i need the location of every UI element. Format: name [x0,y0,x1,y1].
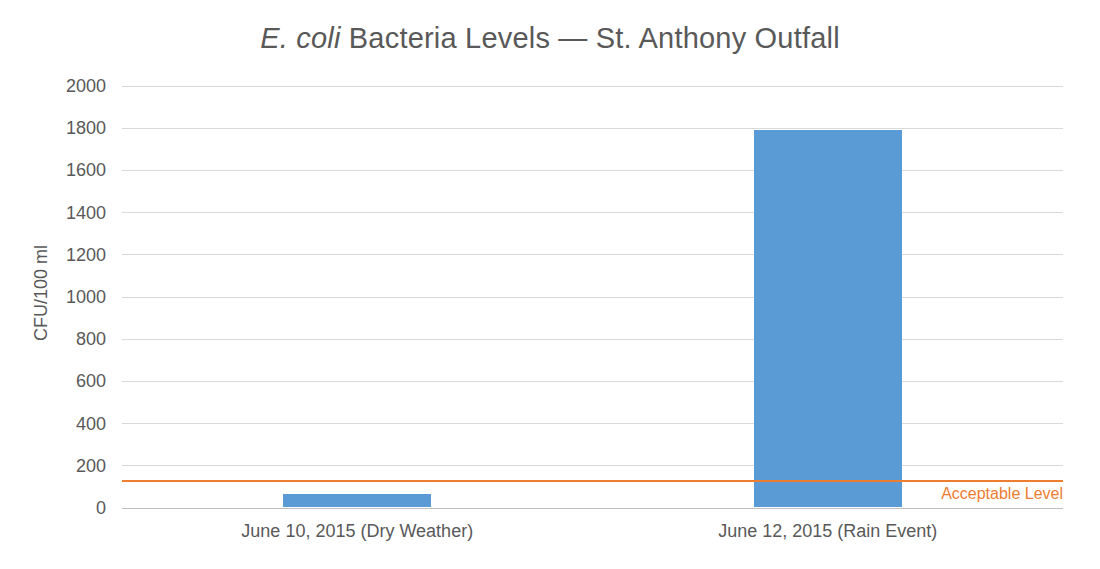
gridline [122,297,1063,298]
chart-title-rest: Bacteria Levels — St. Anthony Outfall [341,22,840,54]
y-tick-label: 400 [0,414,106,434]
gridline [122,381,1063,382]
y-tick-label: 1600 [0,160,106,180]
gridline [122,212,1063,213]
gridline [122,86,1063,87]
bar[interactable] [283,494,431,507]
y-tick-label: 0 [0,498,106,518]
x-axis-line [122,508,1063,509]
y-tick-label: 1800 [0,118,106,138]
gridline [122,170,1063,171]
gridline [122,339,1063,340]
threshold-label: Acceptable Level [941,485,1063,503]
y-tick-label: 1400 [0,203,106,223]
gridline [122,423,1063,424]
x-category-label: June 10, 2015 (Dry Weather) [127,521,587,542]
y-tick-label: 800 [0,329,106,349]
gridline [122,465,1063,466]
threshold-line [122,480,1063,482]
y-tick-label: 1000 [0,287,106,307]
y-tick-label: 1200 [0,245,106,265]
x-category-label: June 12, 2015 (Rain Event) [598,521,1058,542]
chart-title-italic-part: E. coli [260,22,340,54]
bar[interactable] [754,130,902,507]
chart-title: E. coli Bacteria Levels — St. Anthony Ou… [0,22,1100,55]
gridline [122,254,1063,255]
y-tick-label: 2000 [0,76,106,96]
gridline [122,128,1063,129]
y-tick-label: 600 [0,371,106,391]
bar-chart: E. coli Bacteria Levels — St. Anthony Ou… [0,0,1100,569]
y-tick-label: 200 [0,456,106,476]
